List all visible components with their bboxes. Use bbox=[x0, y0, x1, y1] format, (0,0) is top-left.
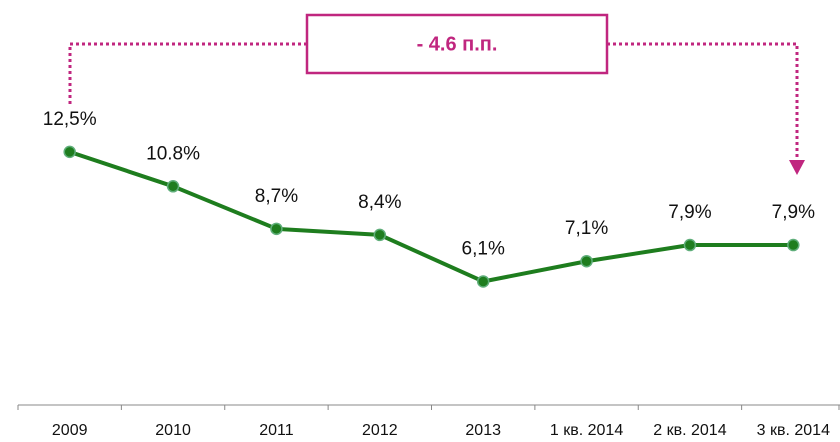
x-tick-label: 2013 bbox=[465, 422, 501, 439]
annotation-box bbox=[305, 13, 609, 75]
data-label: 8,4% bbox=[358, 192, 401, 213]
data-label: 7,1% bbox=[565, 218, 608, 239]
data-label: 6,1% bbox=[462, 238, 505, 259]
annotation-connector bbox=[607, 42, 799, 160]
x-tick-label: 2012 bbox=[362, 422, 398, 439]
marker bbox=[63, 145, 76, 159]
marker bbox=[373, 228, 387, 242]
x-tick-label: 2 кв. 2014 bbox=[653, 422, 726, 439]
annotation: - 4.6 п.п. bbox=[68, 13, 805, 175]
annotation-text: - 4.6 п.п. bbox=[417, 33, 498, 55]
x-tick-label: 2010 bbox=[155, 422, 191, 439]
x-tick-label: 2009 bbox=[52, 422, 88, 439]
marker bbox=[270, 222, 283, 236]
annotation-connector bbox=[68, 42, 307, 104]
data-label: 7,9% bbox=[772, 202, 815, 223]
data-label: 12,5% bbox=[43, 109, 97, 130]
line bbox=[69, 149, 794, 284]
x-tick-label: 1 кв. 2014 bbox=[550, 422, 623, 439]
marker bbox=[580, 254, 593, 268]
data-label: 8,7% bbox=[255, 186, 298, 207]
marker bbox=[787, 238, 800, 252]
marker bbox=[166, 180, 180, 193]
marker bbox=[476, 275, 490, 288]
x-tick-label: 3 кв. 2014 bbox=[757, 422, 830, 439]
annotation-arrowhead bbox=[789, 160, 805, 175]
x-tick-label: 2011 bbox=[259, 422, 294, 439]
data-label: 10.8% bbox=[146, 143, 200, 164]
data-label: 7,9% bbox=[668, 202, 711, 223]
marker bbox=[683, 238, 697, 252]
